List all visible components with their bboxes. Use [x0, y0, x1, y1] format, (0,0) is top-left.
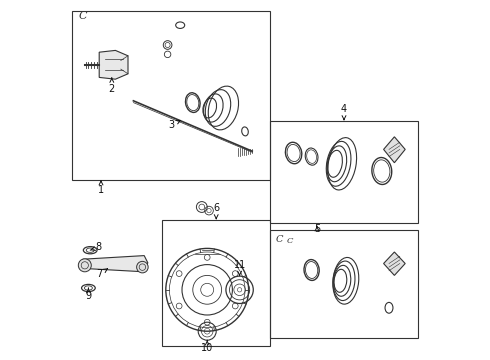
Bar: [270, 230, 418, 338]
Bar: [162, 220, 270, 346]
Circle shape: [137, 261, 148, 273]
Text: 11: 11: [233, 260, 245, 276]
Polygon shape: [99, 50, 128, 79]
Text: C: C: [79, 11, 87, 21]
Text: 7: 7: [96, 269, 108, 279]
Text: 3: 3: [168, 120, 180, 130]
Text: C: C: [275, 235, 283, 244]
Text: 10: 10: [201, 340, 213, 353]
Text: 9: 9: [85, 288, 92, 301]
Text: 8: 8: [90, 242, 102, 252]
Polygon shape: [79, 256, 148, 272]
Text: 5: 5: [314, 224, 320, 234]
Text: 2: 2: [109, 78, 115, 94]
Circle shape: [78, 259, 91, 272]
Text: 6: 6: [213, 203, 219, 219]
Polygon shape: [384, 137, 405, 163]
Text: 1: 1: [98, 181, 104, 195]
Text: 4: 4: [341, 104, 347, 120]
Polygon shape: [384, 252, 405, 275]
Bar: [270, 121, 418, 223]
Text: C: C: [287, 237, 293, 245]
Bar: [72, 11, 270, 180]
